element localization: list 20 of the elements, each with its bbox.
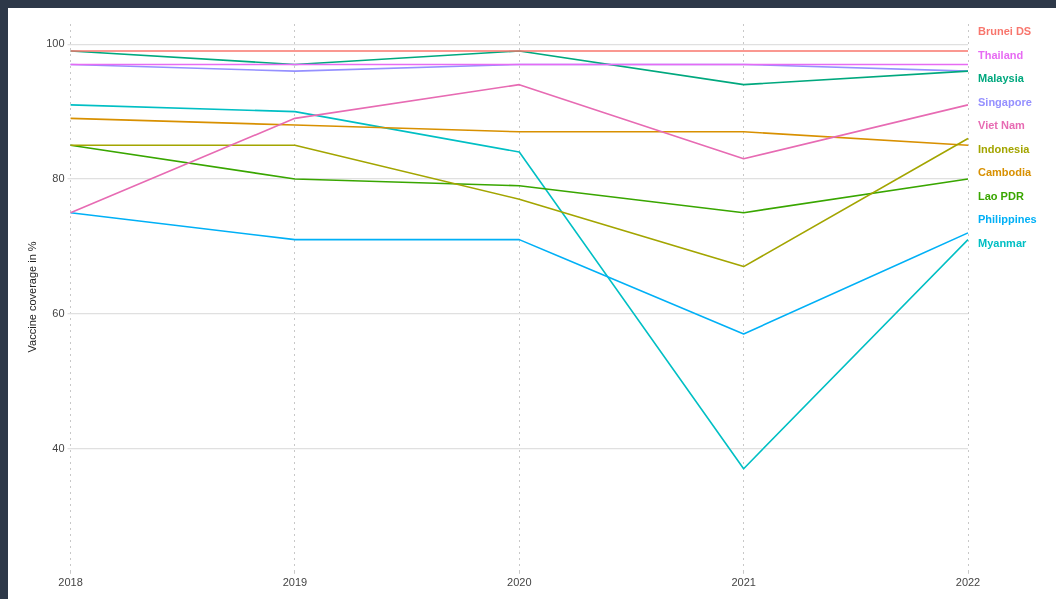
series-label: Lao PDR: [978, 189, 1024, 202]
x-tick-label: 2018: [58, 576, 83, 589]
y-tick-label: 80: [52, 172, 65, 185]
y-tick-label: 60: [52, 306, 65, 319]
series-label: Myanmar: [978, 236, 1028, 249]
series-label: Philippines: [978, 213, 1037, 226]
series-label: Thailand: [978, 48, 1024, 61]
series-label: Malaysia: [978, 72, 1025, 85]
x-tick-label: 2021: [731, 576, 756, 589]
text: Cambodia: [978, 166, 1033, 179]
x-tick-label: 2019: [282, 576, 308, 589]
y-tick-label: 100: [46, 37, 65, 50]
x-tick-label: 2022: [955, 576, 981, 589]
text: Singapore: [978, 95, 1032, 108]
y-axis-title: Vaccine coverage in %: [25, 241, 38, 353]
x-tick-label: 2020: [507, 576, 532, 589]
y-tick-label: 40: [52, 441, 65, 454]
series-label: Indonesia: [978, 142, 1031, 155]
series-label: Brunei DS: [978, 25, 1032, 38]
series-label: Viet Nam: [978, 119, 1026, 132]
